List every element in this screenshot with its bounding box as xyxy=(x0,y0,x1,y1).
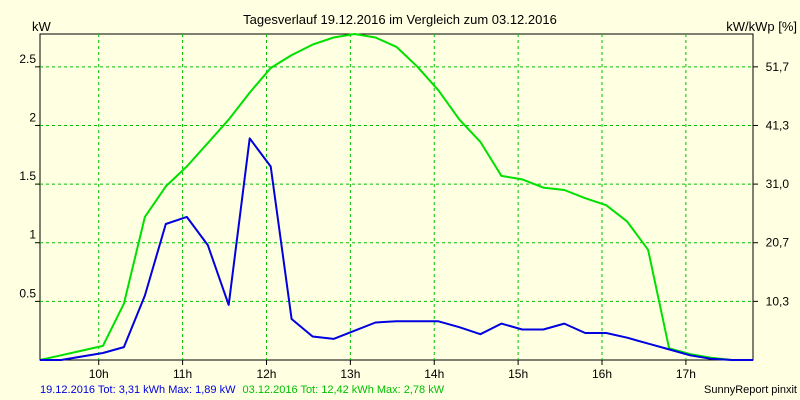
y-tick-label-right: 10,3 xyxy=(766,294,790,308)
y-tick-label-left: 2.5 xyxy=(19,52,36,66)
tick-labels: 10h 11h 12h 13h 14h 15h 16h 17h 0.5 1 1.5 2 2.5 10,3 2… xyxy=(19,52,789,381)
grid-lines xyxy=(35,34,758,365)
x-tick-label: 17h xyxy=(676,367,696,381)
x-tick-label: 14h xyxy=(424,367,444,381)
y-axis-left-label: kW xyxy=(32,19,52,34)
y-tick-label-left: 0.5 xyxy=(19,286,36,300)
x-tick-label: 12h xyxy=(256,367,276,381)
y-tick-label-right: 51,7 xyxy=(766,60,790,74)
y-tick-label-left: 2 xyxy=(29,110,36,124)
y-tick-label-left: 1.5 xyxy=(19,169,36,183)
x-tick-label: 11h xyxy=(173,367,192,381)
series-line-blue xyxy=(40,137,753,361)
series-line-green xyxy=(39,33,753,361)
y-axis-right-label: kW/kWp [%] xyxy=(726,19,797,34)
x-tick-label: 15h xyxy=(508,367,528,381)
y-tick-label-right: 41,3 xyxy=(766,118,790,132)
y-tick-label-right: 20,7 xyxy=(766,236,790,250)
x-tick-label: 16h xyxy=(592,367,612,381)
legend-blue: 19.12.2016 Tot: 3,31 kWh Max: 1,89 kW xyxy=(40,384,236,396)
y-tick-label-left: 1 xyxy=(29,228,36,242)
x-tick-label: 13h xyxy=(340,367,360,381)
credit-label: SunnyReport pinxit xyxy=(704,384,797,396)
legend-green: 03.12.2016 Tot: 12,42 kWh Max: 2,78 kW xyxy=(243,384,445,396)
chart-title: Tagesverlauf 19.12.2016 im Vergleich zum… xyxy=(243,12,557,27)
y-tick-label-right: 31,0 xyxy=(766,177,790,191)
plot-area xyxy=(39,33,754,361)
footer-legend: 19.12.2016 Tot: 3,31 kWh Max: 1,89 kW 03… xyxy=(40,384,445,396)
series-layer xyxy=(39,33,753,361)
x-tick-label: 10h xyxy=(89,367,109,381)
